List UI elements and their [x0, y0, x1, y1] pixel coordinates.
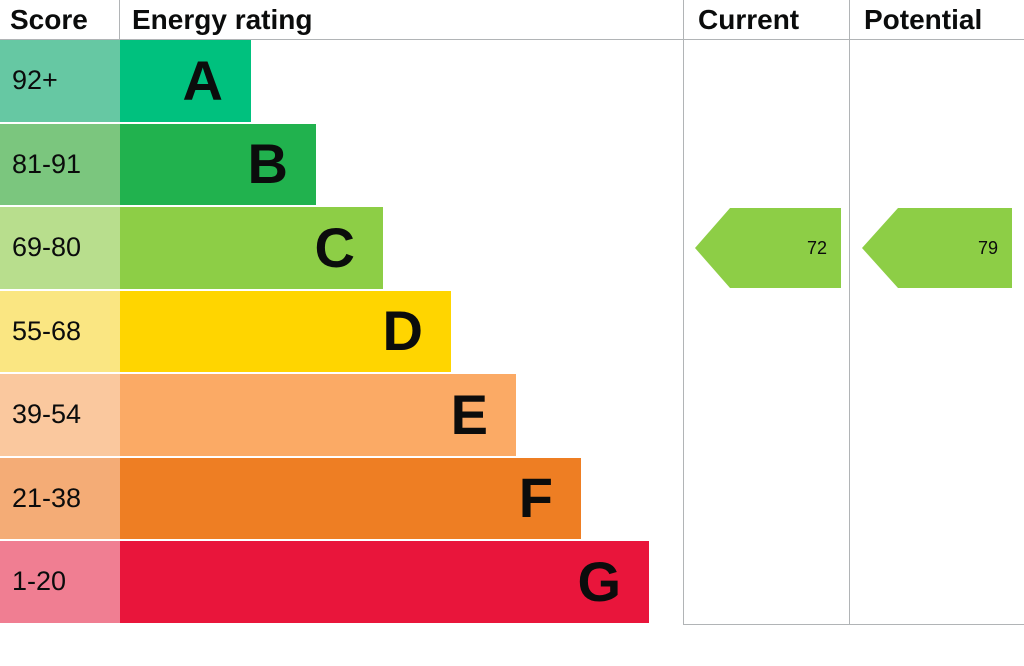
rating-letter-b: B — [247, 132, 288, 196]
score-range-a: 92+ — [0, 40, 120, 122]
rating-letter-a: A — [182, 48, 223, 112]
current-rating-arrow: 72 — [695, 208, 841, 288]
rating-letter-g: G — [577, 549, 621, 613]
rating-bar-d: D — [120, 290, 451, 372]
potential-rating-arrow: 79 — [862, 208, 1012, 288]
rating-letter-c: C — [314, 215, 355, 279]
header-energy-rating: Energy rating — [132, 3, 313, 35]
band-row-c: 69-80 C — [0, 207, 683, 291]
score-range-b: 81-91 — [0, 123, 120, 205]
band-row-b: 81-91 B — [0, 123, 683, 207]
chart-header-row: Score Energy rating Current Potential — [0, 0, 1024, 40]
band-row-a: 92+ A — [0, 40, 683, 124]
score-range-d: 55-68 — [0, 290, 120, 372]
header-current: Current — [683, 0, 849, 39]
rating-letter-d: D — [382, 299, 423, 363]
rating-band-rows: 92+ A 81-91 B 69-80 C 55-68 D 39-54 — [0, 40, 683, 625]
band-row-e: 39-54 E — [0, 374, 683, 458]
score-range-f: 21-38 — [0, 457, 120, 539]
rating-bar-g: G — [120, 541, 649, 623]
band-row-f: 21-38 F — [0, 457, 683, 541]
band-row-g: 1-20 G — [0, 541, 683, 625]
rating-bar-c: C — [120, 207, 383, 289]
score-range-e: 39-54 — [0, 374, 120, 456]
rating-bar-b: B — [120, 123, 316, 205]
rating-letter-e: E — [450, 382, 488, 446]
rating-bar-a: A — [120, 40, 251, 122]
potential-rating-value: 79 — [977, 237, 998, 258]
score-range-c: 69-80 — [0, 207, 120, 289]
rating-bar-f: F — [120, 457, 581, 539]
potential-column: 79 — [849, 40, 1024, 625]
rating-letter-f: F — [518, 466, 553, 530]
score-range-g: 1-20 — [0, 541, 120, 623]
header-score: Score — [0, 0, 120, 39]
rating-bar-e: E — [120, 374, 516, 456]
current-rating-value: 72 — [806, 237, 827, 258]
header-potential: Potential — [849, 0, 1024, 39]
band-row-d: 55-68 D — [0, 290, 683, 374]
current-column: 72 — [683, 40, 849, 625]
